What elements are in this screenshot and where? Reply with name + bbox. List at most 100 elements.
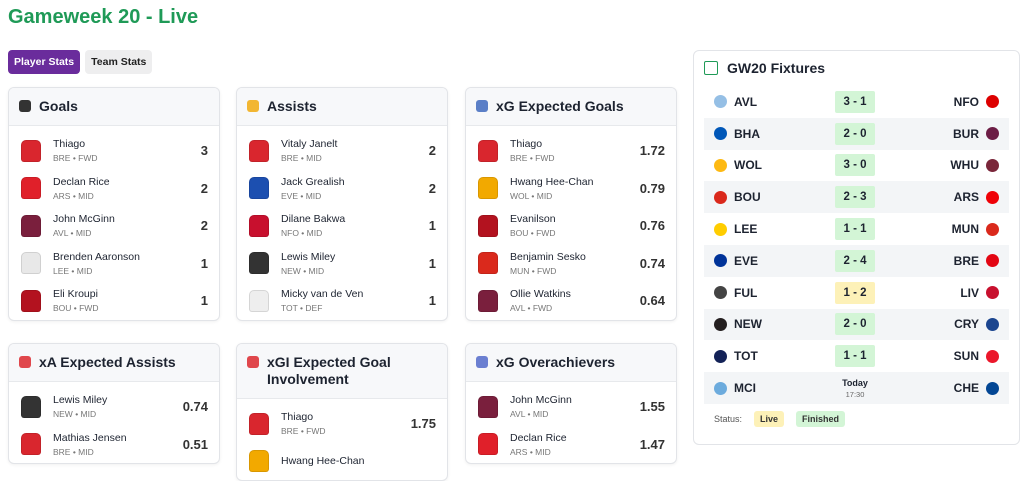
player-avatar — [249, 252, 269, 275]
player-avatar — [478, 289, 498, 312]
player-avatar — [21, 139, 41, 162]
stat-value: 1.75 — [410, 416, 436, 432]
home-team: EVE — [734, 253, 759, 268]
card-title: xGI Expected Goal Involvement — [267, 354, 391, 387]
player-row: Vitaly Janelt BRE • MID 2 — [237, 132, 447, 170]
away-badge — [986, 95, 999, 109]
home-badge — [714, 286, 727, 300]
player-name: John McGinn — [53, 213, 115, 226]
player-row: Brenden Aaronson LEE • MID 1 — [9, 245, 219, 283]
fixture-row: LEE 1 - 1 MUN — [704, 213, 1009, 245]
score: 2 - 0 — [835, 313, 875, 336]
player-avatar — [249, 214, 269, 237]
player-row: Ollie Watkins AVL • FWD 0.64 — [466, 282, 676, 320]
away-team: SUN — [953, 349, 979, 364]
player-meta: EVE • MID — [281, 190, 322, 201]
player-name: Micky van de Ven — [281, 288, 364, 301]
player-avatar — [21, 395, 41, 418]
fixture-row: MCI Today 17:30 CHE — [704, 372, 1009, 404]
player-info: Vitaly Janelt BRE • MID — [281, 138, 429, 163]
player-meta: AVL • FWD — [510, 303, 553, 314]
player-row: Lewis Miley NEW • MID 1 — [237, 245, 447, 283]
stat-value: 0.74 — [182, 399, 208, 415]
home-team: BHA — [734, 126, 760, 141]
player-info: Thiago BRE • FWD — [510, 138, 640, 163]
card-title: Assists — [267, 98, 317, 114]
away-badge — [986, 190, 999, 204]
player-info: Dilane Bakwa NFO • MID — [281, 213, 429, 238]
player-meta: NFO • MID — [281, 228, 323, 239]
player-row: Declan Rice ARS • MID 1.47 — [466, 426, 676, 464]
away-badge — [986, 222, 999, 236]
tab[interactable]: Player Stats — [8, 50, 81, 74]
player-meta: ARS • MID — [53, 190, 94, 201]
stat-value: 2 — [200, 180, 208, 196]
away-team: LIV — [960, 285, 979, 300]
card-icon — [19, 100, 31, 112]
score: 1 - 1 — [835, 345, 875, 368]
stat-value: 2 — [428, 143, 436, 159]
player-info: Lewis Miley NEW • MID — [281, 251, 429, 276]
stat-value: 1 — [200, 255, 208, 271]
player-meta: NEW • MID — [53, 409, 97, 420]
player-avatar — [249, 139, 269, 162]
player-avatar — [21, 433, 41, 456]
away-team: CRY — [954, 317, 979, 332]
stat-value: 0.74 — [639, 255, 665, 271]
player-avatar — [478, 433, 498, 456]
home-badge — [714, 222, 727, 236]
away-badge — [986, 381, 999, 395]
player-row: Lewis Miley NEW • MID 0.74 — [9, 388, 219, 426]
player-avatar — [249, 289, 269, 312]
tab-bar: Player Stats Team Stats — [8, 50, 153, 74]
player-avatar — [21, 289, 41, 312]
player-meta: BRE • MID — [53, 446, 94, 457]
card-title: xG Expected Goals — [496, 98, 624, 114]
player-meta: NEW • MID — [281, 265, 325, 276]
away-team: WHU — [950, 158, 979, 173]
fixture-row: AVL 3 - 1 NFO — [704, 86, 1009, 118]
home-team: TOT — [734, 349, 758, 364]
player-row: Hwang Hee-Chan — [237, 443, 447, 481]
score: 1 - 2 — [835, 281, 875, 304]
away-badge — [986, 317, 999, 331]
player-row: Micky van de Ven TOT • DEF 1 — [237, 282, 447, 320]
player-info: Benjamin Sesko MUN • FWD — [510, 251, 640, 276]
status-chip: Finished — [796, 411, 846, 427]
stat-value: 1.72 — [639, 143, 665, 159]
player-meta: BRE • MID — [281, 153, 322, 164]
player-row: Dilane Bakwa NFO • MID 1 — [237, 207, 447, 245]
player-row: Thiago BRE • FWD 1.75 — [237, 405, 447, 443]
tab[interactable]: Team Stats — [85, 50, 153, 74]
stat-card: xG Overachievers John McGinn AVL • MID 1.55… — [465, 343, 677, 464]
player-meta: LEE • MID — [53, 265, 93, 276]
card-header: xA Expected Assists — [9, 344, 219, 382]
score: 2 - 0 — [835, 122, 875, 145]
score: 1 - 1 — [835, 218, 875, 241]
fixture-row: NEW 2 - 0 CRY — [704, 308, 1009, 341]
player-meta: AVL • MID — [53, 228, 92, 239]
card-title: Goals — [39, 98, 78, 114]
home-team: BOU — [734, 190, 761, 205]
fixture-row: BOU 2 - 3 ARS — [704, 181, 1009, 214]
player-meta: BRE • FWD — [281, 426, 326, 437]
player-name: Brenden Aaronson — [53, 250, 140, 263]
player-name: Thiago — [53, 138, 86, 151]
player-row: Evanilson BOU • FWD 0.76 — [466, 207, 676, 245]
stat-value: 1 — [200, 293, 208, 309]
home-badge — [714, 254, 727, 268]
player-info: Mathias Jensen BRE • MID — [53, 432, 183, 457]
status-chip: Live — [754, 411, 785, 427]
stat-value: 1 — [428, 293, 436, 309]
player-info: Ollie Watkins AVL • FWD — [510, 288, 640, 313]
fixture-row: TOT 1 - 1 SUN — [704, 340, 1009, 372]
away-badge — [986, 286, 999, 300]
player-row: John McGinn AVL • MID 1.55 — [466, 388, 676, 426]
card-icon — [19, 356, 31, 368]
card-header: Assists — [237, 88, 447, 126]
score: 3 - 0 — [835, 154, 875, 177]
home-badge — [714, 381, 727, 395]
player-name: Evanilson — [510, 213, 556, 226]
away-badge — [986, 127, 999, 141]
stat-value: 0.64 — [639, 293, 665, 309]
